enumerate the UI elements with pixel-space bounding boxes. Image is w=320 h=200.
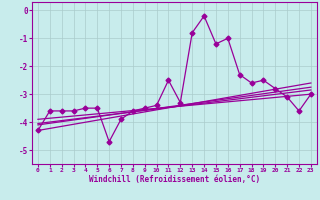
X-axis label: Windchill (Refroidissement éolien,°C): Windchill (Refroidissement éolien,°C) (89, 175, 260, 184)
